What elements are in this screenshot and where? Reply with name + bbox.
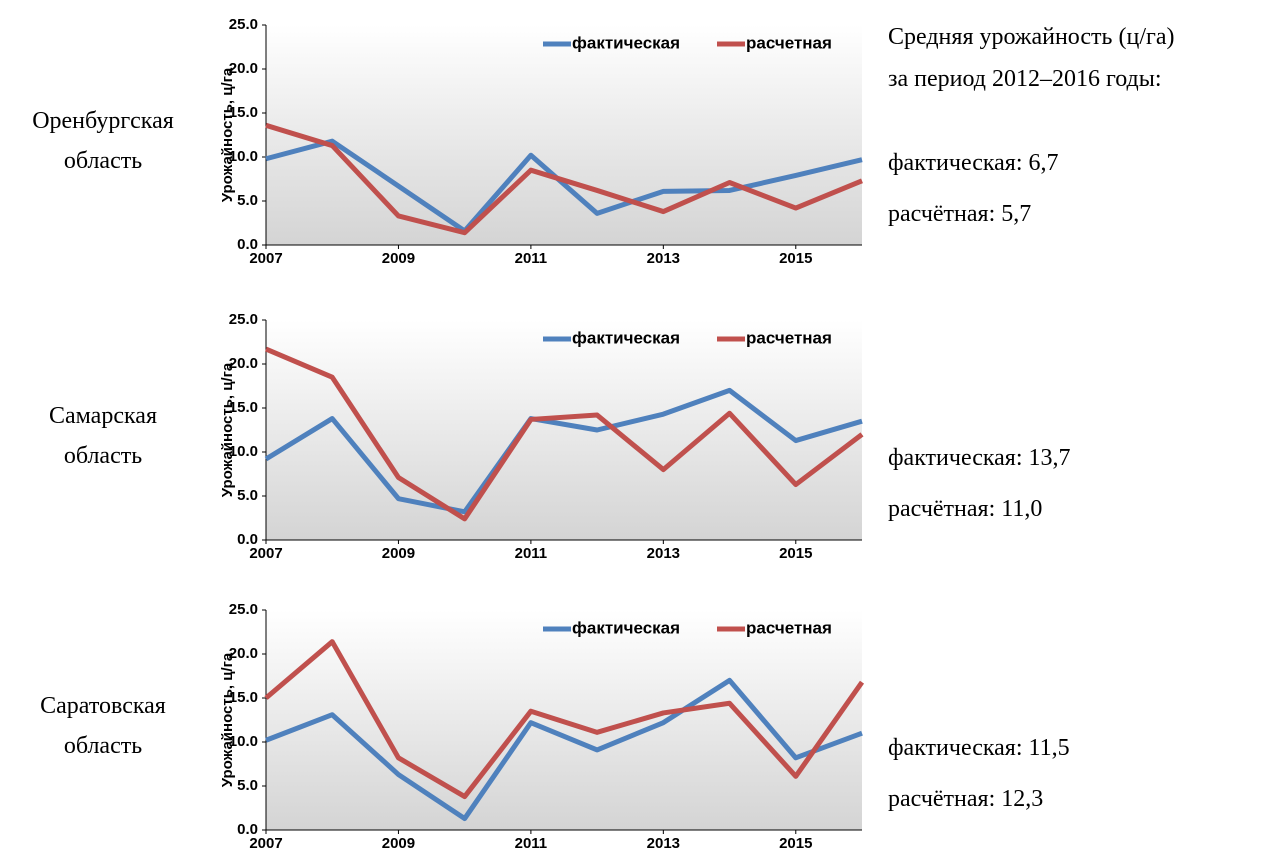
y-tick-label: 20.0: [229, 355, 258, 372]
plot-area: [266, 320, 862, 540]
x-tick-label: 2009: [382, 545, 415, 562]
summary-line: расчётная: 11,0: [888, 496, 1042, 522]
legend-label: расчетная: [746, 328, 832, 347]
x-tick-label: 2011: [515, 250, 548, 267]
y-tick-label: 5.0: [237, 192, 258, 209]
legend-label: фактическая: [572, 33, 680, 52]
x-tick-label: 2011: [515, 835, 548, 852]
x-tick-label: 2007: [249, 835, 282, 852]
x-tick-label: 2011: [515, 545, 548, 562]
y-tick-label: 25.0: [229, 311, 258, 328]
summary-line: расчётная: 5,7: [888, 201, 1031, 227]
x-tick-label: 2009: [382, 835, 415, 852]
plot-area: [266, 25, 862, 245]
y-tick-label: 5.0: [237, 777, 258, 794]
summary-line: фактическая: 6,7: [888, 150, 1059, 176]
y-tick-label: 15.0: [229, 104, 258, 121]
y-tick-label: 10.0: [229, 148, 258, 165]
summary-line: фактическая: 13,7: [888, 445, 1071, 471]
summary-line: фактическая: 11,5: [888, 735, 1070, 761]
y-axis-label: Урожайность, ц/га: [219, 67, 236, 202]
series-line: [264, 639, 865, 800]
legend-label: расчетная: [746, 33, 832, 52]
summary-line: расчётная: 12,3: [888, 786, 1043, 812]
y-axis-label: Урожайность, ц/га: [219, 652, 236, 787]
x-tick-label: 2015: [779, 545, 812, 562]
x-tick-label: 2015: [779, 835, 812, 852]
heading: за период 2012–2016 годы:: [888, 66, 1162, 92]
y-tick-label: 0.0: [237, 236, 258, 253]
y-tick-label: 10.0: [229, 443, 258, 460]
y-tick-label: 25.0: [229, 16, 258, 33]
series-line: [265, 138, 863, 234]
x-tick-label: 2013: [647, 545, 680, 562]
series-line: [264, 387, 863, 515]
x-tick-label: 2013: [647, 835, 680, 852]
y-tick-label: 15.0: [229, 399, 258, 416]
series-line: [265, 677, 863, 822]
series-line: [265, 346, 864, 522]
y-tick-label: 20.0: [229, 645, 258, 662]
x-tick-label: 2007: [249, 250, 282, 267]
x-tick-label: 2009: [382, 250, 415, 267]
y-tick-label: 20.0: [229, 60, 258, 77]
legend-label: фактическая: [572, 618, 680, 637]
legend-label: расчетная: [746, 618, 832, 637]
region-label: область: [64, 733, 142, 759]
region-label: Самарская: [49, 403, 157, 429]
region-label: область: [64, 148, 142, 174]
y-axis-label: Урожайность, ц/га: [219, 362, 236, 497]
region-label: Оренбургская: [32, 108, 174, 134]
y-tick-label: 15.0: [229, 689, 258, 706]
x-tick-label: 2013: [647, 250, 680, 267]
y-tick-label: 0.0: [237, 531, 258, 548]
region-label: область: [64, 443, 142, 469]
series-line: [265, 122, 863, 236]
x-tick-label: 2015: [779, 250, 812, 267]
y-tick-label: 25.0: [229, 601, 258, 618]
x-tick-label: 2007: [249, 545, 282, 562]
legend-label: фактическая: [572, 328, 680, 347]
y-tick-label: 5.0: [237, 487, 258, 504]
y-tick-label: 10.0: [229, 733, 258, 750]
region-label: Саратовская: [40, 693, 166, 719]
heading: Средняя урожайность (ц/га): [888, 24, 1174, 50]
y-tick-label: 0.0: [237, 821, 258, 838]
